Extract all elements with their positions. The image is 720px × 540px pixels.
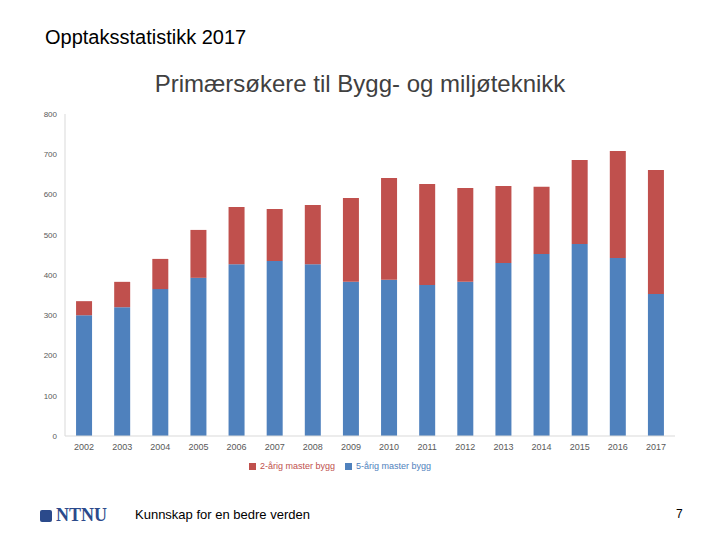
html-text:Kunnskap for en bedre verden: Kunnskap for en bedre verden [135,507,310,522]
svg-text:2007: 2007 [265,442,285,452]
svg-text:2008: 2008 [303,442,323,452]
html-text:Primærsøkere til Bygg- og milj: Primærsøkere til Bygg- og miljøteknikk [154,70,566,97]
svg-text:2013: 2013 [493,442,513,452]
svg-text:2012: 2012 [455,442,475,452]
svg-text:100: 100 [44,392,58,401]
svg-text:2005: 2005 [188,442,208,452]
svg-text:2015: 2015 [570,442,590,452]
svg-text:2006: 2006 [227,442,247,452]
html-text:NTNU: NTNU [56,505,107,525]
svg-text:0: 0 [53,432,58,441]
svg-text:500: 500 [44,231,58,240]
svg-text:300: 300 [44,311,58,320]
svg-text:700: 700 [44,150,58,159]
svg-text:2016: 2016 [608,442,628,452]
svg-text:2004: 2004 [150,442,170,452]
html-text:Opptaksstatistikk 2017: Opptaksstatistikk 2017 [45,26,247,48]
html-text:2-årig master bygg: 2-årig master bygg [260,461,335,471]
svg-text:2003: 2003 [112,442,132,452]
svg-text:600: 600 [44,190,58,199]
html-text:5-årig master bygg: 5-årig master bygg [356,461,431,471]
svg-text:200: 200 [44,351,58,360]
svg-text:2002: 2002 [74,442,94,452]
svg-text:400: 400 [44,271,58,280]
html-text:7: 7 [676,507,683,521]
svg-text:2010: 2010 [379,442,399,452]
svg-text:800: 800 [44,110,58,119]
svg-text:2017: 2017 [646,442,666,452]
svg-text:2009: 2009 [341,442,361,452]
svg-text:2011: 2011 [418,442,437,452]
svg-text:2014: 2014 [532,442,552,452]
